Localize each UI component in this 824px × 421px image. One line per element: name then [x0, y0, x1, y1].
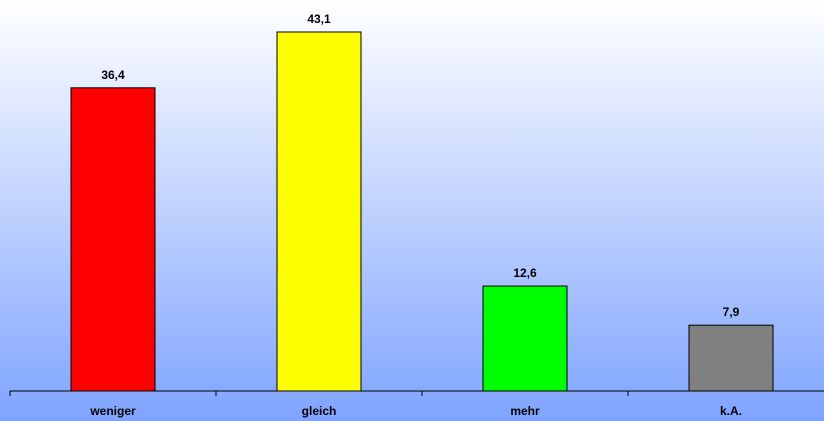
- bar-k-a: [688, 324, 774, 392]
- x-tick-label: gleich: [302, 404, 337, 418]
- data-label: 12,6: [513, 266, 537, 280]
- bar-gleich: [276, 31, 362, 392]
- bar-weniger: [70, 87, 156, 392]
- x-tick-label: weniger: [89, 404, 136, 418]
- x-axis-ticks: [9, 391, 629, 396]
- data-label: 43,1: [307, 12, 331, 26]
- data-label: 7,9: [723, 305, 740, 319]
- bars-layer: [70, 31, 774, 392]
- bar-mehr: [482, 285, 568, 392]
- data-label: 36,4: [101, 68, 125, 82]
- x-tick-label: k.A.: [720, 404, 742, 418]
- labels-layer: 36,4 weniger 43,1 gleich 12,6 mehr 7,9 k.A.: [89, 12, 742, 418]
- x-tick-label: mehr: [510, 404, 540, 418]
